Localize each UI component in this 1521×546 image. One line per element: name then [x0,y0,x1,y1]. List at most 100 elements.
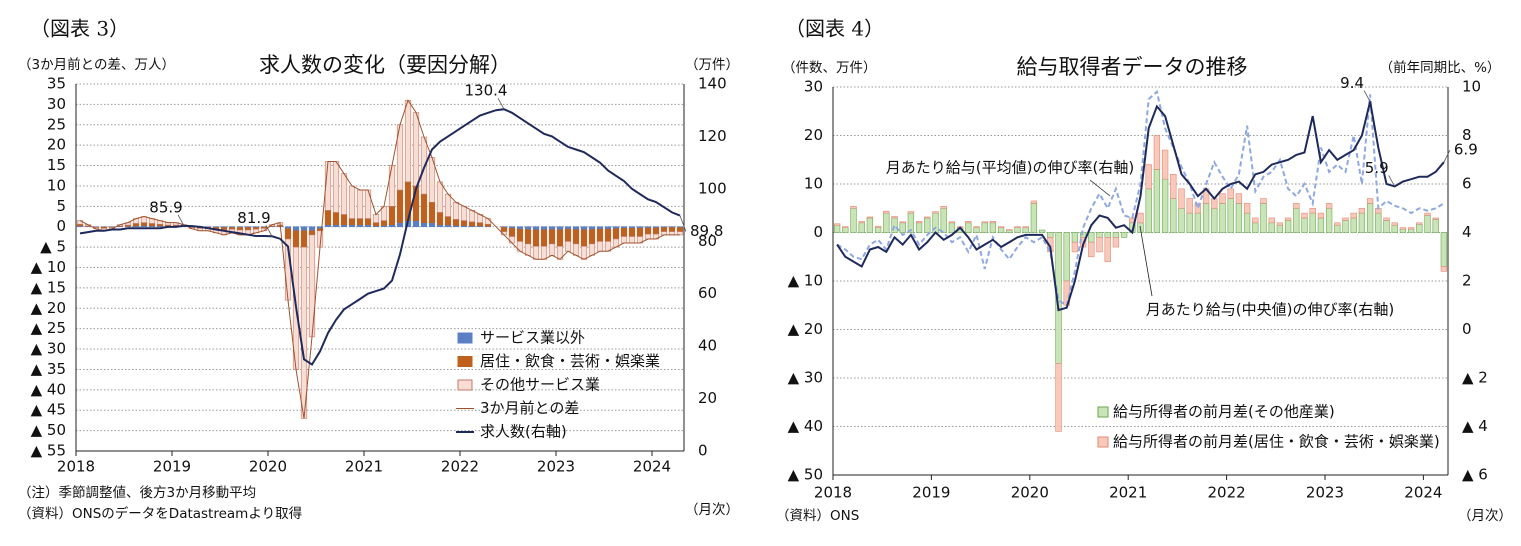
x-tick-label: 2021 [1109,484,1147,502]
bar [532,229,540,247]
bar [989,221,997,224]
bar [284,228,292,240]
bar [348,224,356,228]
bar [965,222,972,233]
bar [508,236,516,244]
bar [973,227,980,233]
tick-label: 4 [1462,223,1472,241]
bar [842,226,849,228]
x-tick-label: 2021 [345,458,383,476]
bar [997,226,1005,228]
bar [1014,227,1021,233]
figure-label: （図表 4） [785,17,884,41]
bar [580,226,588,231]
bar [140,222,148,226]
tick-label: 0 [698,442,708,460]
label-leader [1363,90,1371,102]
tick-label: 35 [47,75,66,93]
bar [572,243,580,256]
legend-label: 求人数(右軸) [480,423,567,441]
bar [1038,229,1046,233]
bar [874,225,882,228]
bar [1334,224,1341,233]
bar [444,216,452,225]
bar [1366,203,1374,233]
bar [1293,207,1300,233]
bar [628,236,636,244]
x-tick-label: 2022 [441,458,479,476]
bar [1178,188,1185,209]
bar [1440,266,1448,272]
bar [364,218,372,225]
bar [564,228,572,242]
bar [940,207,947,233]
bar [364,189,372,219]
bar [1325,203,1333,209]
legend-label: その他サービス業 [480,376,600,394]
bar [833,223,841,226]
bar [1055,363,1062,432]
bar [1293,203,1300,209]
bar [1399,227,1407,230]
bar [1375,212,1382,233]
chart-title: 給与取得者データの推移 [1017,55,1248,79]
bar [476,222,484,227]
bar [1063,232,1070,282]
bar [997,227,1005,233]
legend-swatch [1097,436,1109,448]
bar [1219,193,1226,204]
data-label: 130.4 [465,82,508,100]
bar [1153,169,1161,233]
x-tick-label: 2024 [1404,484,1442,502]
bar [899,222,906,233]
tick-label: 20 [47,136,66,154]
label-leader [177,214,185,227]
bar [436,181,444,213]
bar [1407,227,1415,230]
label-leader [1388,175,1396,187]
bar [1104,232,1111,238]
bar [596,241,604,252]
bar [564,226,572,230]
bar [540,245,548,260]
bar [1252,217,1259,224]
callout-arrow [1089,179,1111,197]
bar [1227,188,1234,199]
bar [1137,212,1144,224]
x-tick-label: 2022 [1208,484,1246,502]
bar [1284,220,1292,233]
bar [1104,237,1111,262]
bar [308,234,316,338]
bar [1301,217,1308,233]
bar [973,226,980,228]
x-tick-label: 2018 [814,484,852,502]
tick-label: 40 [698,337,717,355]
bar [1260,198,1267,204]
bar [1358,212,1366,233]
tick-label: ▲ 10 [31,258,66,276]
bar [372,222,380,227]
tick-label: 60 [698,284,717,302]
bar [1088,241,1095,258]
bar [604,228,612,242]
bar [524,229,532,245]
tick-label: 25 [47,115,66,133]
bar [636,228,644,237]
bar [380,220,388,226]
y-axis-label: （件数、万件） [782,60,877,76]
tick-label: ▲ 30 [788,369,823,387]
bar [1096,237,1103,253]
bar [989,222,997,233]
bar [660,227,668,232]
bar [236,227,244,231]
bar [850,207,857,233]
x-tick-label: 2019 [153,458,191,476]
tick-label: ▲ 15 [31,278,66,296]
bar [1416,223,1423,233]
bar [332,224,340,228]
tick-label: ▲ 4 [1462,417,1488,435]
bar [1170,174,1177,199]
bar [1424,215,1431,233]
legend-label: 給与所得者の前月差(その他産業) [1113,403,1335,421]
bar [1006,229,1013,233]
